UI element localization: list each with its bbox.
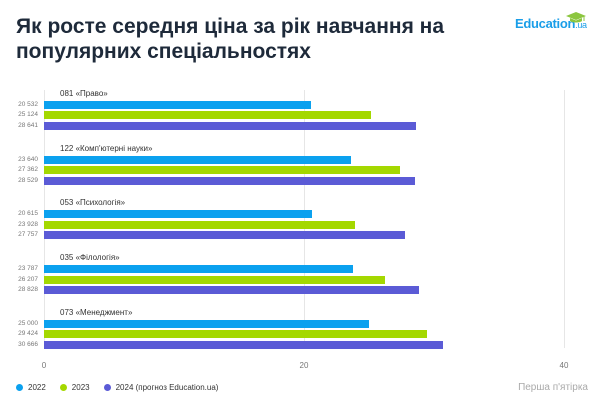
bar-2023-1 — [44, 166, 400, 175]
bar-2022-0 — [44, 101, 311, 109]
value-label: 30 666 — [18, 340, 38, 348]
bar-2022-3 — [44, 265, 354, 274]
legend-item-2023: 2023 — [59, 383, 90, 392]
bar-2022-4 — [44, 319, 369, 328]
page-title: Як росте середня ціна за рік навчання на… — [16, 15, 445, 63]
logo: Education.ua — [515, 16, 587, 31]
category-label: 035 «Філологія» — [60, 253, 120, 263]
value-label: 23 928 — [18, 220, 38, 228]
category-label: 053 «Психологія» — [60, 198, 126, 208]
category-label: 081 «Право» — [60, 89, 108, 98]
x-tick-label: 40 — [559, 361, 569, 370]
bar-2024-2 — [44, 231, 405, 240]
bar-2023-3 — [44, 275, 385, 284]
bar-2024-3 — [44, 285, 419, 294]
bar-2023-0 — [44, 111, 371, 120]
value-label: 28 641 — [18, 121, 38, 129]
x-tick-label: 0 — [41, 361, 47, 370]
bar-2023-4 — [44, 330, 427, 339]
value-label: 23 640 — [18, 155, 38, 163]
value-label: 25 124 — [18, 111, 38, 119]
value-label: 26 207 — [18, 275, 38, 283]
category-label: 073 «Менеджмент» — [60, 307, 133, 317]
legend-item-2022: 2022 — [16, 383, 46, 392]
legend: 2022 2023 2024 (прогноз Education.ua) — [16, 383, 218, 392]
gridline — [44, 90, 45, 348]
footer-note: Перша п'ятірка — [518, 382, 588, 393]
gridline — [564, 90, 565, 348]
value-label: 28 529 — [18, 176, 38, 184]
value-label: 20 532 — [18, 101, 38, 108]
bar-2024-4 — [44, 340, 443, 349]
category-label: 122 «Комп'ютерні науки» — [60, 143, 153, 153]
value-label: 20 615 — [18, 210, 38, 218]
bar-2022-1 — [44, 155, 352, 164]
value-label: 29 424 — [18, 330, 38, 338]
bar-2024-1 — [44, 176, 415, 185]
bar-2023-2 — [44, 220, 356, 229]
bar-2024-0 — [44, 121, 417, 130]
legend-item-2024: 2024 (прогноз Education.ua) — [103, 383, 218, 392]
x-tick-label: 20 — [299, 361, 309, 370]
value-label: 28 828 — [18, 285, 38, 293]
graduation-cap-icon — [566, 12, 586, 23]
gridline — [304, 90, 305, 348]
value-label: 27 362 — [18, 166, 38, 174]
value-label: 23 787 — [18, 265, 38, 273]
value-label: 27 757 — [18, 231, 38, 239]
bar-2022-2 — [44, 210, 312, 219]
value-label: 25 000 — [18, 319, 38, 327]
